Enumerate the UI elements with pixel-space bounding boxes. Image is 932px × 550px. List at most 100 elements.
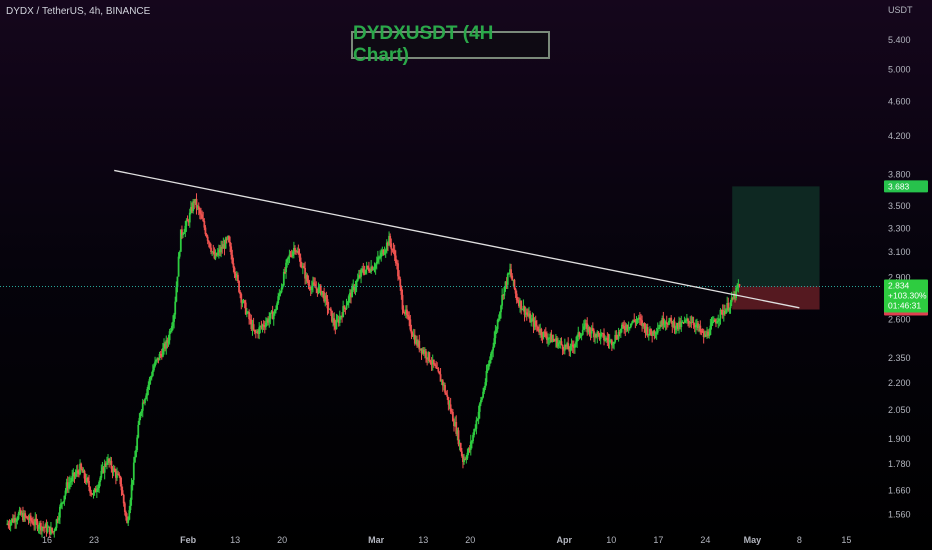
- candle-body: [123, 503, 126, 512]
- candle-body: [163, 343, 165, 349]
- candle-body: [708, 335, 711, 337]
- candle-body: [605, 338, 608, 340]
- candle-body: [319, 285, 322, 295]
- candle-body: [670, 317, 673, 322]
- candle-body: [434, 364, 436, 366]
- candle-body: [529, 313, 532, 323]
- candle-body: [390, 243, 393, 250]
- candle-body: [738, 284, 741, 286]
- candle-body: [445, 392, 448, 395]
- candle-body: [576, 335, 579, 342]
- candle-body: [345, 305, 348, 309]
- candle-body: [260, 326, 263, 328]
- candle-body: [554, 338, 557, 342]
- candle-body: [361, 268, 364, 270]
- price-axis[interactable]: USDT 5.400 5.000 4.600 4.200 3.800 3.500 3.300 3…: [888, 5, 913, 519]
- price-tick-label: 3.300: [888, 223, 911, 233]
- candle-body: [363, 271, 366, 274]
- candle-body: [50, 527, 52, 535]
- candle-body: [725, 309, 727, 314]
- candle-body: [645, 327, 648, 333]
- candle-body: [537, 326, 539, 331]
- trendline: [114, 169, 800, 309]
- candle-body: [449, 404, 452, 412]
- candle-body: [542, 331, 545, 338]
- candle-body: [462, 455, 464, 463]
- target-zone: [732, 186, 820, 287]
- candle-body: [103, 463, 106, 473]
- candle-body: [80, 463, 83, 469]
- candle-body: [710, 322, 713, 326]
- candle-body: [196, 206, 199, 208]
- candle-body: [380, 252, 383, 257]
- candle-body: [42, 526, 45, 528]
- candle-body: [617, 332, 620, 339]
- candle-body: [680, 322, 683, 327]
- candle-body: [375, 261, 378, 265]
- candle-body: [188, 212, 191, 223]
- time-tick-label: 16: [42, 535, 52, 545]
- candle-body: [522, 306, 525, 310]
- candle-body: [715, 321, 717, 324]
- candle-body: [309, 288, 312, 291]
- candle-body: [727, 302, 730, 311]
- candle-body: [582, 326, 585, 330]
- candle-body: [488, 359, 491, 364]
- candle-body: [663, 323, 666, 325]
- candle-body: [15, 520, 18, 523]
- time-tick-label: 24: [700, 535, 710, 545]
- candle-body: [100, 470, 103, 478]
- candle-body: [146, 389, 149, 396]
- candle-body: [125, 511, 127, 517]
- candle-body: [494, 330, 497, 339]
- candle-body: [285, 262, 287, 273]
- candle-body: [257, 331, 259, 335]
- candle-body: [382, 249, 385, 255]
- time-axis[interactable]: 16 23 Feb 13 20 Mar 13 20 Apr 10 17 24 May 8 15: [42, 535, 851, 545]
- candle-body: [595, 334, 598, 337]
- candle-body: [689, 322, 692, 324]
- symbol-info[interactable]: DYDX / TetherUS, 4h, BINANCE: [6, 6, 151, 17]
- candle-body: [95, 490, 98, 493]
- candle-body: [409, 319, 412, 330]
- candle-body: [530, 318, 533, 323]
- candle-body: [221, 246, 224, 249]
- candle-body: [512, 279, 515, 281]
- candle-body: [643, 323, 646, 327]
- candle-body: [616, 338, 619, 340]
- candle-body: [191, 207, 193, 211]
- candle-body: [262, 324, 265, 327]
- candle-body: [599, 333, 602, 339]
- candle-body: [454, 421, 457, 427]
- candle-body: [521, 309, 524, 311]
- candle-body: [491, 350, 493, 354]
- candle-body: [129, 499, 132, 511]
- candle-body: [388, 235, 390, 246]
- candle-body: [20, 513, 23, 515]
- candle-body: [728, 308, 731, 311]
- candle-body: [427, 352, 430, 360]
- candle-body: [184, 225, 187, 233]
- candle-body: [350, 292, 352, 298]
- candle-body: [526, 314, 529, 316]
- candle-body: [372, 268, 375, 271]
- candle-body: [685, 318, 688, 321]
- candle-body: [247, 312, 249, 314]
- candle-body: [207, 240, 210, 243]
- candle-body: [81, 468, 84, 473]
- price-tick-label: 3.100: [888, 247, 911, 257]
- candle-body: [626, 324, 629, 329]
- candle-body: [243, 300, 246, 303]
- candle-body: [134, 457, 136, 463]
- candle-body: [500, 305, 502, 313]
- candle-body: [8, 525, 11, 527]
- candle-body: [579, 335, 582, 337]
- candle-body: [276, 303, 278, 310]
- candle-body: [426, 357, 429, 360]
- candle-body: [354, 286, 357, 291]
- candle-body: [486, 369, 489, 371]
- candle-body: [64, 490, 67, 496]
- candle-body: [295, 250, 298, 252]
